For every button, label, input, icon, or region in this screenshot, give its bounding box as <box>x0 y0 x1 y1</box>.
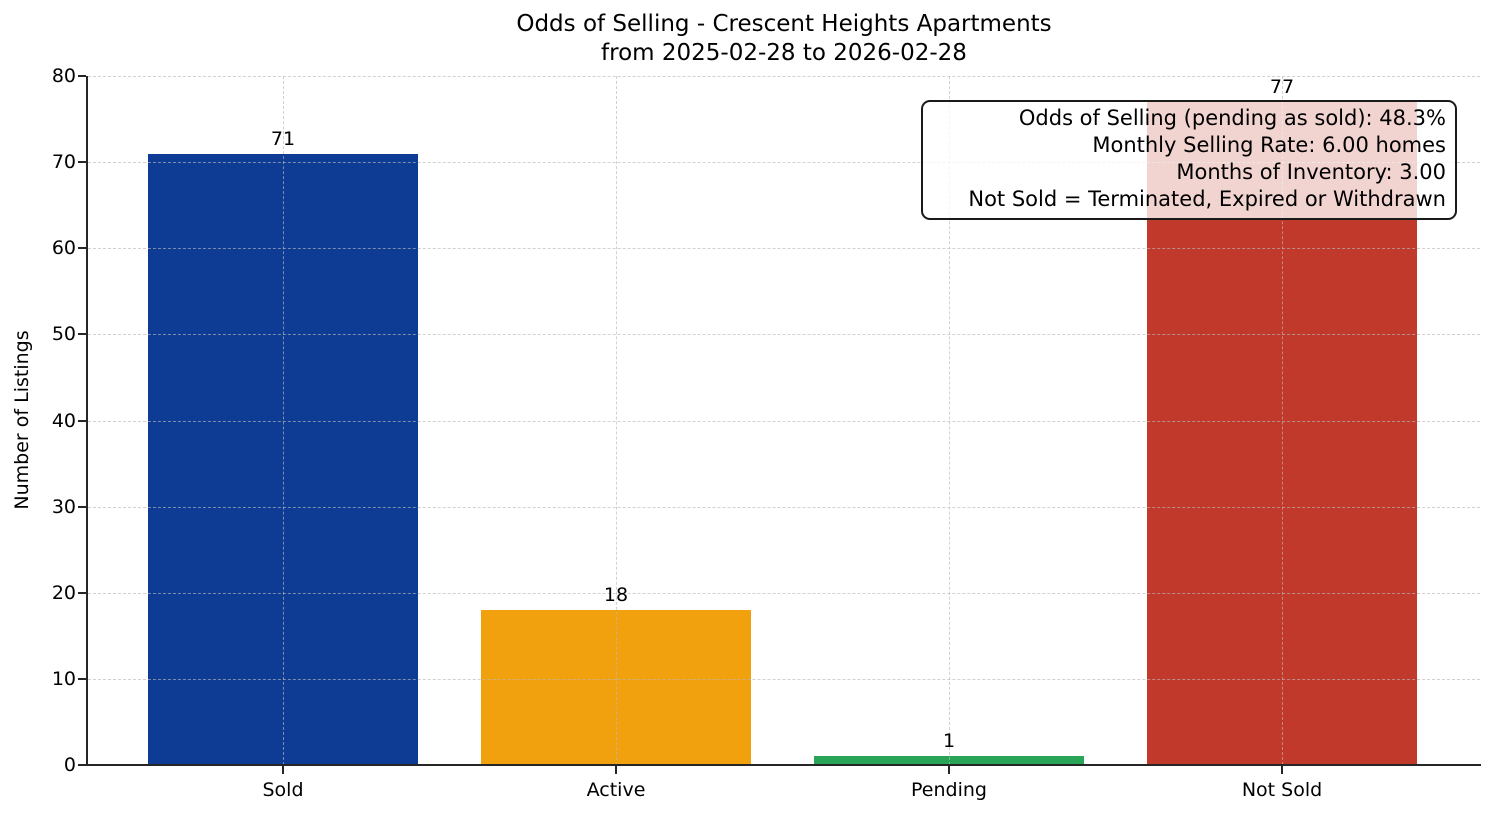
y-tick-mark-50 <box>78 333 86 336</box>
y-tick-label-70: 70 <box>51 151 76 174</box>
v-gridline-active <box>616 76 617 765</box>
v-gridline-not-sold <box>1282 76 1283 765</box>
h-gridline-10 <box>88 678 1480 680</box>
v-gridline-sold <box>283 76 284 765</box>
y-tick-label-80: 80 <box>51 65 76 87</box>
y-tick-label-10: 10 <box>51 667 76 690</box>
y-tick-label-20: 20 <box>51 581 76 604</box>
h-gridline-80 <box>88 76 1480 77</box>
h-gridline-40 <box>88 420 1480 422</box>
y-tick-mark-80 <box>78 75 86 77</box>
x-tick-mark-pending <box>948 766 950 774</box>
h-gridline-30 <box>88 506 1480 508</box>
x-tick-label-sold: Sold <box>262 779 304 801</box>
x-tick-mark-sold <box>282 766 284 774</box>
h-gridline-50 <box>88 334 1480 336</box>
bar-value-label-not-sold: 77 <box>1269 75 1295 98</box>
y-tick-label-60: 60 <box>51 237 76 260</box>
annotation-months-of-inventory: Months of Inventory: 3.00 <box>1176 160 1446 184</box>
y-tick-mark-0 <box>78 764 86 766</box>
bar-value-label-pending: 1 <box>942 730 956 753</box>
chart-title: Odds of Selling - Crescent Heights Apart… <box>88 10 1480 68</box>
chart-title-line2: from 2025-02-28 to 2026-02-28 <box>601 40 967 66</box>
h-gridline-20 <box>88 592 1480 594</box>
x-tick-label-pending: Pending <box>911 779 987 801</box>
x-axis-spine <box>86 764 1481 766</box>
y-tick-label-40: 40 <box>51 409 76 432</box>
y-tick-label-30: 30 <box>51 495 76 518</box>
bar-value-label-sold: 71 <box>270 127 296 150</box>
chart-title-line1: Odds of Selling - Crescent Heights Apart… <box>516 11 1052 37</box>
x-tick-mark-not-sold <box>1281 766 1283 774</box>
h-gridline-60 <box>88 248 1480 250</box>
annotation-odds-of-selling: Odds of Selling (pending as sold): 48.3% <box>1018 106 1446 130</box>
x-tick-label-active: Active <box>586 779 646 801</box>
annotation-monthly-selling-rate: Monthly Selling Rate: 6.00 homes <box>1092 133 1446 157</box>
annotation-box: Odds of Selling (pending as sold): 48.3%… <box>921 100 1457 220</box>
y-tick-label-0: 0 <box>63 754 76 776</box>
y-tick-mark-30 <box>78 505 86 508</box>
y-tick-mark-40 <box>78 419 86 422</box>
y-axis-spine <box>86 76 88 766</box>
y-tick-mark-70 <box>78 161 86 164</box>
y-tick-label-50: 50 <box>51 323 76 346</box>
bar-value-label-active: 18 <box>603 583 629 606</box>
y-tick-mark-10 <box>78 677 86 680</box>
v-gridline-pending <box>949 76 950 765</box>
y-tick-mark-20 <box>78 591 86 594</box>
h-gridline-70 <box>88 162 1480 164</box>
annotation-not-sold-definition: Not Sold = Terminated, Expired or Withdr… <box>968 187 1446 211</box>
x-tick-mark-active <box>615 766 617 774</box>
x-tick-label-not-sold: Not Sold <box>1241 779 1323 801</box>
y-axis-title: Number of Listings <box>11 330 33 510</box>
y-tick-mark-60 <box>78 247 86 250</box>
